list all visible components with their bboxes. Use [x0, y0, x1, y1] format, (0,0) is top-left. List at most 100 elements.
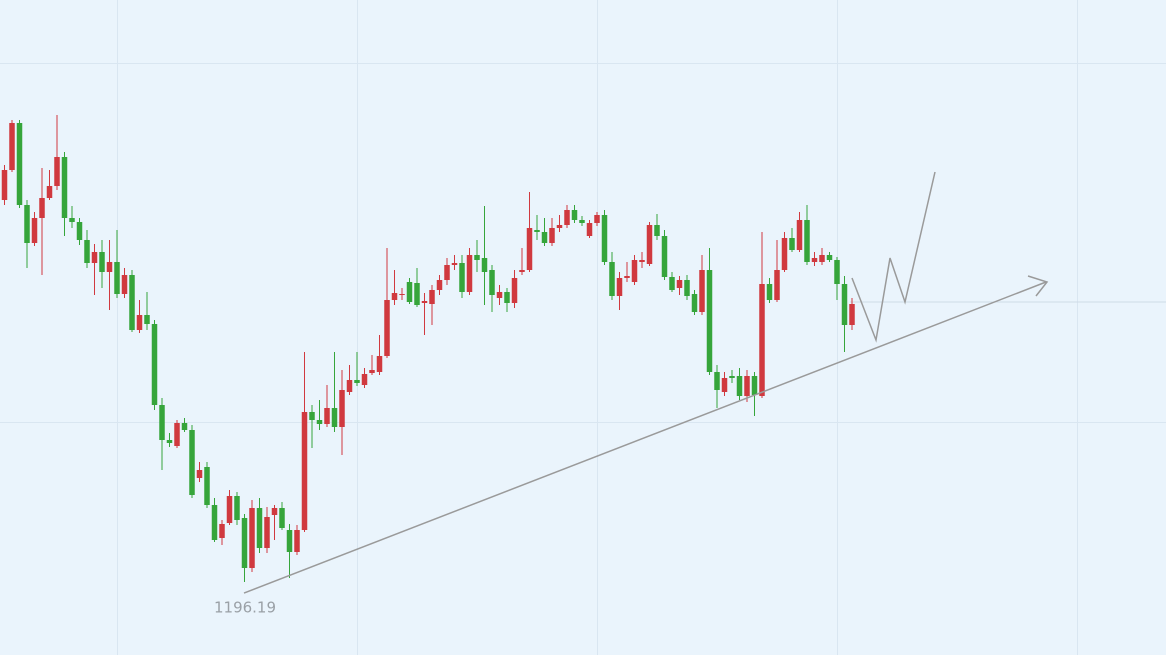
candle-body [736, 376, 743, 396]
projection-path [851, 171, 936, 343]
candle-body [414, 283, 420, 305]
candle-body [601, 215, 608, 262]
candle-body [766, 284, 773, 300]
candle-body [181, 423, 188, 430]
candle-body [369, 370, 375, 373]
candle-body [451, 263, 458, 265]
candle-body [99, 252, 105, 272]
candle-body [331, 408, 338, 427]
candle-body [496, 292, 503, 298]
candle-body [204, 467, 210, 505]
candle-body [459, 263, 465, 292]
candle-body [706, 270, 713, 372]
candle-body [796, 220, 803, 250]
candle-body [714, 372, 720, 390]
candle-body [31, 218, 38, 243]
candle-body [316, 420, 323, 424]
candle-body [1, 170, 8, 200]
candle-body [211, 505, 218, 540]
candle-body [541, 232, 548, 243]
candle-body [76, 222, 83, 240]
candle-body [174, 423, 180, 446]
candle-body [406, 282, 413, 302]
candle-body [751, 376, 758, 395]
candle-body [436, 280, 443, 290]
candle-body [579, 220, 585, 223]
candle-body [526, 228, 533, 270]
support-label: 1196.19 [214, 599, 276, 617]
candle-body [834, 260, 840, 284]
candle-body [279, 508, 285, 528]
candle-body [129, 275, 135, 330]
candle-body [804, 220, 810, 262]
candle-body [489, 270, 495, 295]
candle-body [594, 215, 600, 223]
candle-body [106, 262, 113, 272]
candle-body [721, 378, 728, 392]
candle-body [346, 380, 353, 392]
candle-body [676, 280, 683, 288]
candle-body [781, 238, 788, 270]
candle-body [616, 278, 623, 296]
candle-body [639, 260, 645, 262]
candle-body [189, 430, 195, 495]
candle-body [691, 294, 698, 312]
candle-body [376, 356, 383, 372]
candle-body [264, 517, 270, 548]
candle-body [811, 258, 818, 262]
candle-body [144, 315, 150, 324]
candles [1, 115, 855, 582]
candle-body [354, 380, 360, 383]
candle-body [361, 374, 368, 385]
candle-body [631, 260, 638, 282]
candle-body [511, 278, 518, 303]
candle-body [826, 255, 833, 260]
candle-body [151, 324, 158, 405]
candle-body [241, 518, 248, 568]
candle-body [16, 123, 23, 205]
candle-body [324, 408, 330, 424]
candle-body [84, 240, 90, 263]
candle-body [159, 405, 165, 440]
candle-body [61, 157, 68, 218]
candle-body [789, 238, 795, 250]
candle-body [684, 280, 690, 296]
candle-body [136, 315, 143, 330]
candle-body [39, 198, 45, 218]
candle-body [774, 270, 780, 300]
candle-body [286, 530, 293, 552]
candle-body [819, 255, 825, 262]
candle-body [669, 277, 675, 290]
candle-body [661, 236, 668, 277]
candle-body [226, 496, 233, 523]
candle-body [91, 252, 98, 263]
candle-body [556, 225, 563, 228]
candle-body [466, 255, 473, 292]
trend-arrowhead [1027, 275, 1049, 297]
candle-body [24, 205, 30, 243]
candle-body [114, 262, 120, 294]
candle-body [609, 262, 615, 296]
candle-body [481, 258, 488, 272]
candle-body [849, 304, 855, 325]
candle-body [166, 440, 173, 443]
candle-body [69, 218, 75, 222]
candle-body [121, 275, 128, 294]
candle-body [444, 265, 450, 280]
candle-body [256, 508, 263, 548]
candle-body [504, 292, 510, 303]
candle-body [654, 225, 660, 236]
candle-body [744, 376, 750, 396]
candle-body [429, 290, 435, 304]
candle-body [219, 524, 225, 538]
candle-body [46, 186, 53, 198]
candle-body [519, 270, 525, 272]
candle-body [564, 210, 570, 225]
candle-body [391, 293, 398, 300]
candle-body [294, 530, 300, 552]
candle-body [384, 300, 390, 356]
candle-body [646, 225, 653, 264]
